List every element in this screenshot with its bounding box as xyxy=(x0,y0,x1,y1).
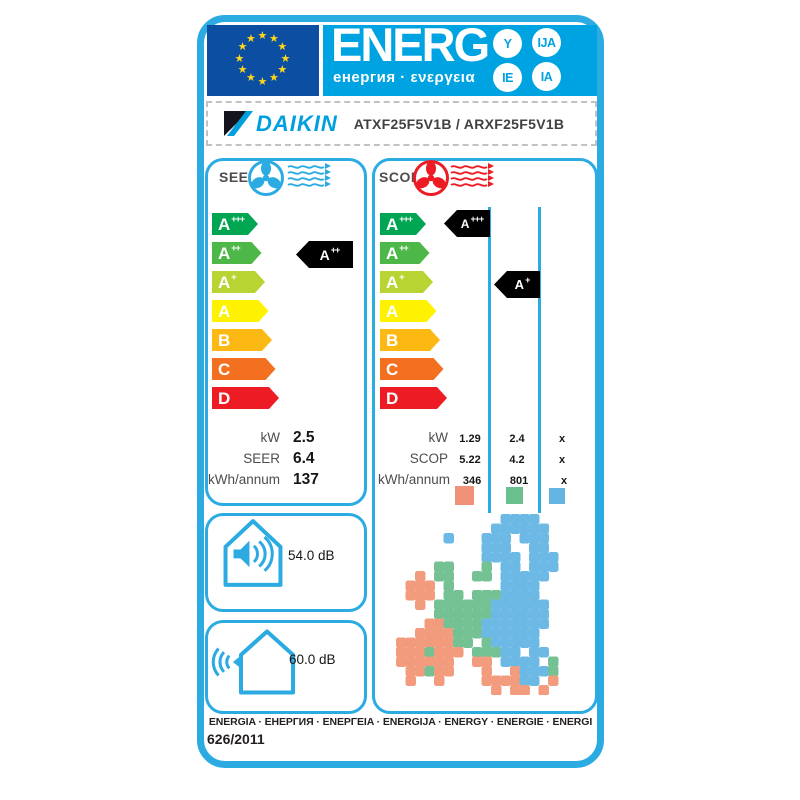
seer-efficiency-scale: A +++ A ++ A + A B C D xyxy=(212,213,279,416)
scop-efficiency-scale: A +++ A ++ A + A B C D xyxy=(380,213,447,416)
energ-circle-ija: IJA xyxy=(532,28,561,57)
outdoor-noise-panel xyxy=(205,620,367,714)
eu-star-icon: ★ xyxy=(246,32,256,45)
regulation-number: 626/2011 xyxy=(207,731,265,747)
eu-flag: ★ ★ ★ ★ ★ ★ ★ ★ ★ ★ ★ ★ xyxy=(207,25,319,96)
energ-circle-ie: IE xyxy=(493,63,522,92)
scop-values-table: kW 1.29 2.4 x SCOP 5.22 4.2 x kWh/annum … xyxy=(378,430,584,493)
outdoor-noise-value: 60.0 dB xyxy=(289,652,336,667)
warmer-zone-swatch xyxy=(455,486,474,505)
efficiency-class-bar: D xyxy=(212,387,279,409)
scop-rating-letter: A xyxy=(460,216,470,231)
efficiency-class-bar: D xyxy=(380,387,447,409)
seer-rating-arrow: A ++ xyxy=(296,241,353,268)
efficiency-class-bar: C xyxy=(212,358,276,380)
eu-star-icon: ★ xyxy=(257,29,268,42)
eu-star-icon: ★ xyxy=(269,72,279,85)
eu-star-icon: ★ xyxy=(269,32,279,45)
climate-zone-divider xyxy=(488,207,491,513)
eu-star-icon: ★ xyxy=(234,52,245,65)
warm-airflow-icon xyxy=(450,163,494,187)
table-row: SCOP 5.22 4.2 x xyxy=(409,451,566,466)
efficiency-class-bar: A +++ xyxy=(380,213,426,235)
scop-rating-letter: A xyxy=(514,277,525,292)
seer-rating-letter: A xyxy=(319,246,330,263)
cool-airflow-icon xyxy=(287,163,331,187)
energ-circle-y: Y xyxy=(493,29,522,58)
table-row: kWh/annum 346 801 x xyxy=(378,472,568,487)
table-row: kWh/annum 137 xyxy=(207,471,319,488)
climate-zone-divider xyxy=(538,207,541,513)
heating-fan-icon xyxy=(413,160,449,196)
brand-box: DAIKIN ATXF25F5V1B / ARXF25F5V1B xyxy=(206,101,597,146)
daikin-logo-text: DAIKIN xyxy=(256,110,338,136)
efficiency-class-bar: B xyxy=(212,329,272,351)
energ-circle-ia: IA xyxy=(532,62,561,91)
model-number: ATXF25F5V1B / ARXF25F5V1B xyxy=(353,115,565,132)
eu-star-icon: ★ xyxy=(257,75,268,88)
eu-star-icon: ★ xyxy=(280,52,291,65)
efficiency-class-bar: A ++ xyxy=(212,242,262,264)
indoor-noise-icon xyxy=(223,519,283,587)
eu-star-icon: ★ xyxy=(277,64,288,76)
efficiency-class-bar: A xyxy=(380,300,437,322)
efficiency-class-bar: A +++ xyxy=(212,213,258,235)
energy-words-line: ENERGIA · ЕНЕРГИЯ · ENEPΓEIA · ENERGIJA … xyxy=(208,716,593,728)
eu-star-icon: ★ xyxy=(277,41,288,53)
table-row: SEER 6.4 xyxy=(243,450,315,467)
efficiency-class-bar: A + xyxy=(380,271,433,293)
efficiency-class-bar: B xyxy=(380,329,440,351)
efficiency-class-bar: C xyxy=(380,358,444,380)
colder-zone-swatch xyxy=(549,488,565,504)
indoor-noise-panel xyxy=(205,513,367,612)
eu-star-icon: ★ xyxy=(246,72,256,85)
table-row: kW 2.5 xyxy=(260,429,315,446)
eu-star-icon: ★ xyxy=(237,41,248,53)
scop-title: SCOP xyxy=(379,169,421,185)
cooling-fan-icon xyxy=(248,160,284,196)
seer-values-table: kW 2.5 SEER 6.4 kWh/annum 137 xyxy=(206,429,358,492)
efficiency-class-bar: A + xyxy=(212,271,265,293)
outdoor-noise-icon xyxy=(211,629,296,695)
table-row: kW 1.29 2.4 x xyxy=(428,430,566,445)
efficiency-class-bar: A xyxy=(212,300,269,322)
energ-subtext: енергия · ενεργεια xyxy=(333,69,476,86)
efficiency-class-bar: A ++ xyxy=(380,242,430,264)
indoor-noise-value: 54.0 dB xyxy=(288,548,335,563)
eu-star-icon: ★ xyxy=(237,64,248,76)
energ-logo-block: ENERG енергия · ενεργεια Y IJA IE IA xyxy=(323,18,597,96)
europe-climate-map xyxy=(396,514,559,695)
energ-wordmark: ENERG xyxy=(331,18,490,71)
average-zone-swatch xyxy=(506,487,523,504)
daikin-logo-icon xyxy=(224,111,253,136)
